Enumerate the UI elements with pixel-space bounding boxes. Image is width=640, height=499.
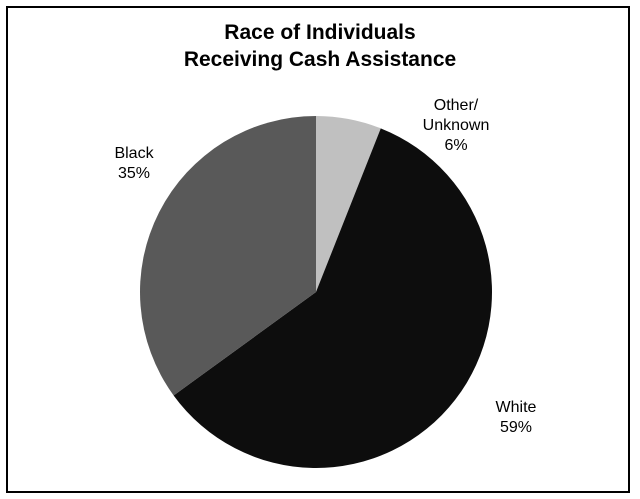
chart-title-line-1: Race of Individuals — [224, 21, 416, 44]
pie-slice-white — [173, 128, 492, 469]
slice-label-black: Black 35% — [98, 144, 170, 184]
slice-label-white: White 59% — [480, 398, 552, 438]
pie-slices — [140, 116, 492, 469]
slice-label-other-line-2: Unknown — [422, 117, 490, 134]
pie-slice-black — [140, 116, 316, 396]
slice-label-other-unknown: Other/ Unknown 6% — [408, 96, 504, 156]
slice-value-other: 6% — [444, 137, 468, 154]
pie-slice-other-unknown — [316, 116, 381, 292]
slice-value-black: 35% — [117, 165, 151, 182]
slice-label-black-line-1: Black — [114, 145, 154, 162]
slice-label-other-line-1: Other/ — [433, 97, 479, 114]
chart-title-line-2: Receiving Cash Assistance — [183, 48, 457, 71]
slice-label-white-line-1: White — [495, 399, 537, 416]
slice-value-white: 59% — [499, 419, 533, 436]
